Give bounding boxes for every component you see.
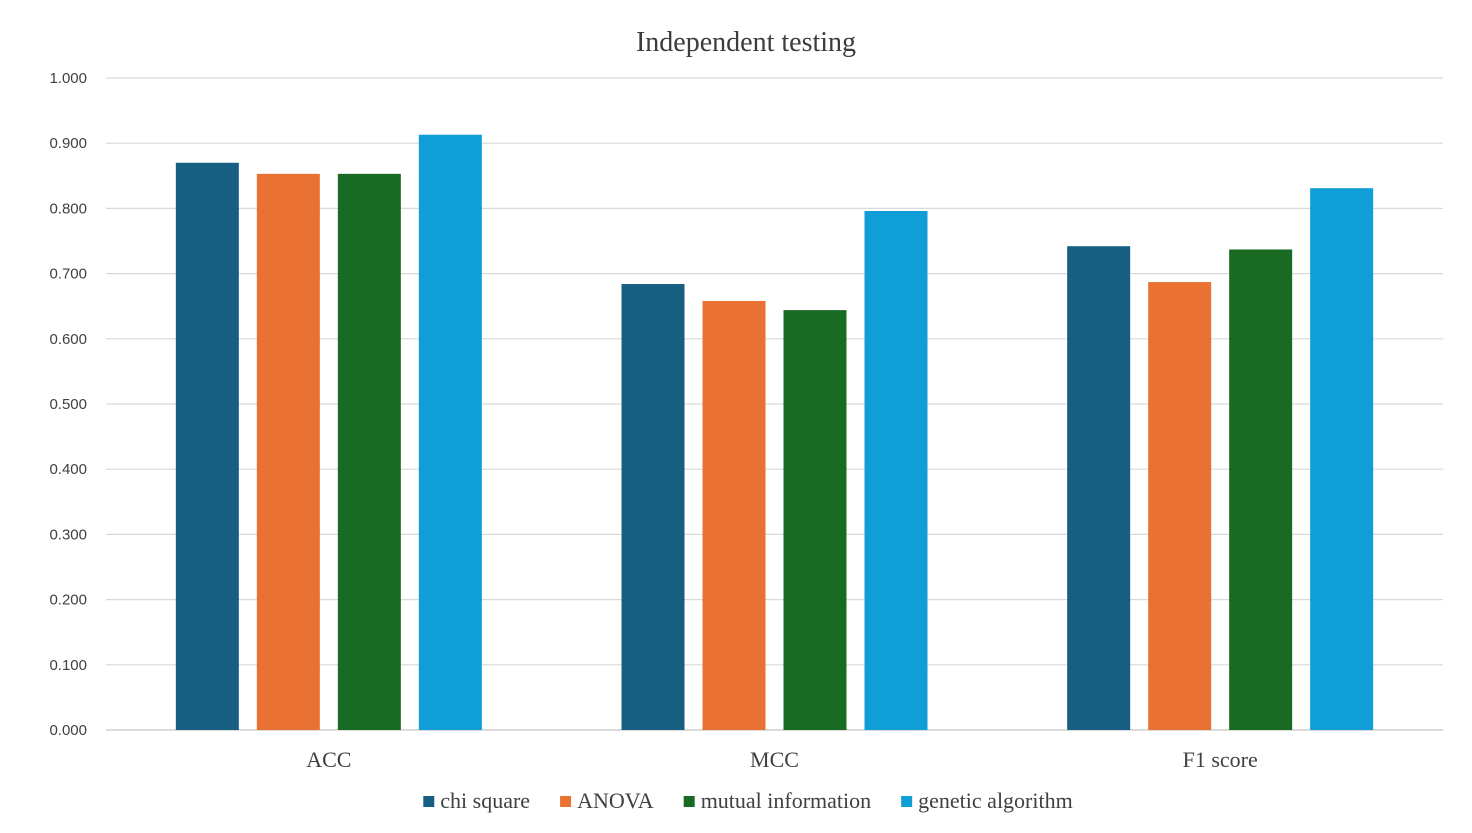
y-tick-label: 0.100	[49, 657, 87, 674]
legend-label: genetic algorithm	[918, 788, 1073, 813]
bar-mcc-genetic-algorithm	[864, 211, 928, 730]
y-tick-label: 0.700	[49, 266, 87, 283]
bars	[175, 134, 1374, 731]
chart-title: Independent testing	[636, 27, 856, 58]
legend-label: chi square	[440, 788, 530, 813]
y-tick-label: 0.300	[49, 526, 87, 543]
bar-mcc-mutual-information	[783, 310, 847, 730]
y-tick-label: 0.800	[49, 200, 87, 217]
y-tick-label: 1.000	[49, 70, 87, 87]
bar-acc-genetic-algorithm	[418, 134, 482, 730]
bar-acc-anova	[256, 173, 320, 730]
legend-swatch	[560, 796, 572, 807]
bar-acc-mutual-information	[337, 173, 401, 730]
x-axis-ticks: ACC MCC F1 score	[306, 747, 1258, 772]
bar-mcc-chi-square	[621, 284, 685, 730]
legend-swatch	[423, 796, 435, 807]
y-axis-ticks: 0.000 0.100 0.200 0.300 0.400 0.500 0.600 0.700…	[49, 70, 87, 739]
bar-f1-score-anova	[1148, 282, 1212, 730]
legend-swatch	[683, 796, 695, 807]
grid-lines	[106, 77, 1443, 731]
legend-swatch	[901, 796, 913, 807]
bar-acc-chi-square	[175, 162, 239, 730]
y-tick-label: 0.600	[49, 331, 87, 348]
legend-label: ANOVA	[577, 788, 654, 813]
bar-f1-score-mutual-information	[1229, 249, 1293, 730]
x-tick-label: F1 score	[1183, 747, 1258, 772]
y-tick-label: 0.000	[49, 722, 87, 739]
x-tick-label: ACC	[306, 747, 351, 772]
x-tick-label: MCC	[750, 747, 799, 772]
legend: chi square ANOVA mutual information genetic…	[423, 788, 1073, 813]
y-tick-label: 0.500	[49, 396, 87, 413]
y-tick-label: 0.200	[49, 592, 87, 609]
bar-f1-score-genetic-algorithm	[1310, 188, 1374, 731]
legend-label: mutual information	[701, 788, 871, 813]
y-tick-label: 0.900	[49, 135, 87, 152]
bar-mcc-anova	[702, 300, 766, 730]
y-tick-label: 0.400	[49, 461, 87, 478]
bar-f1-score-chi-square	[1067, 246, 1131, 730]
